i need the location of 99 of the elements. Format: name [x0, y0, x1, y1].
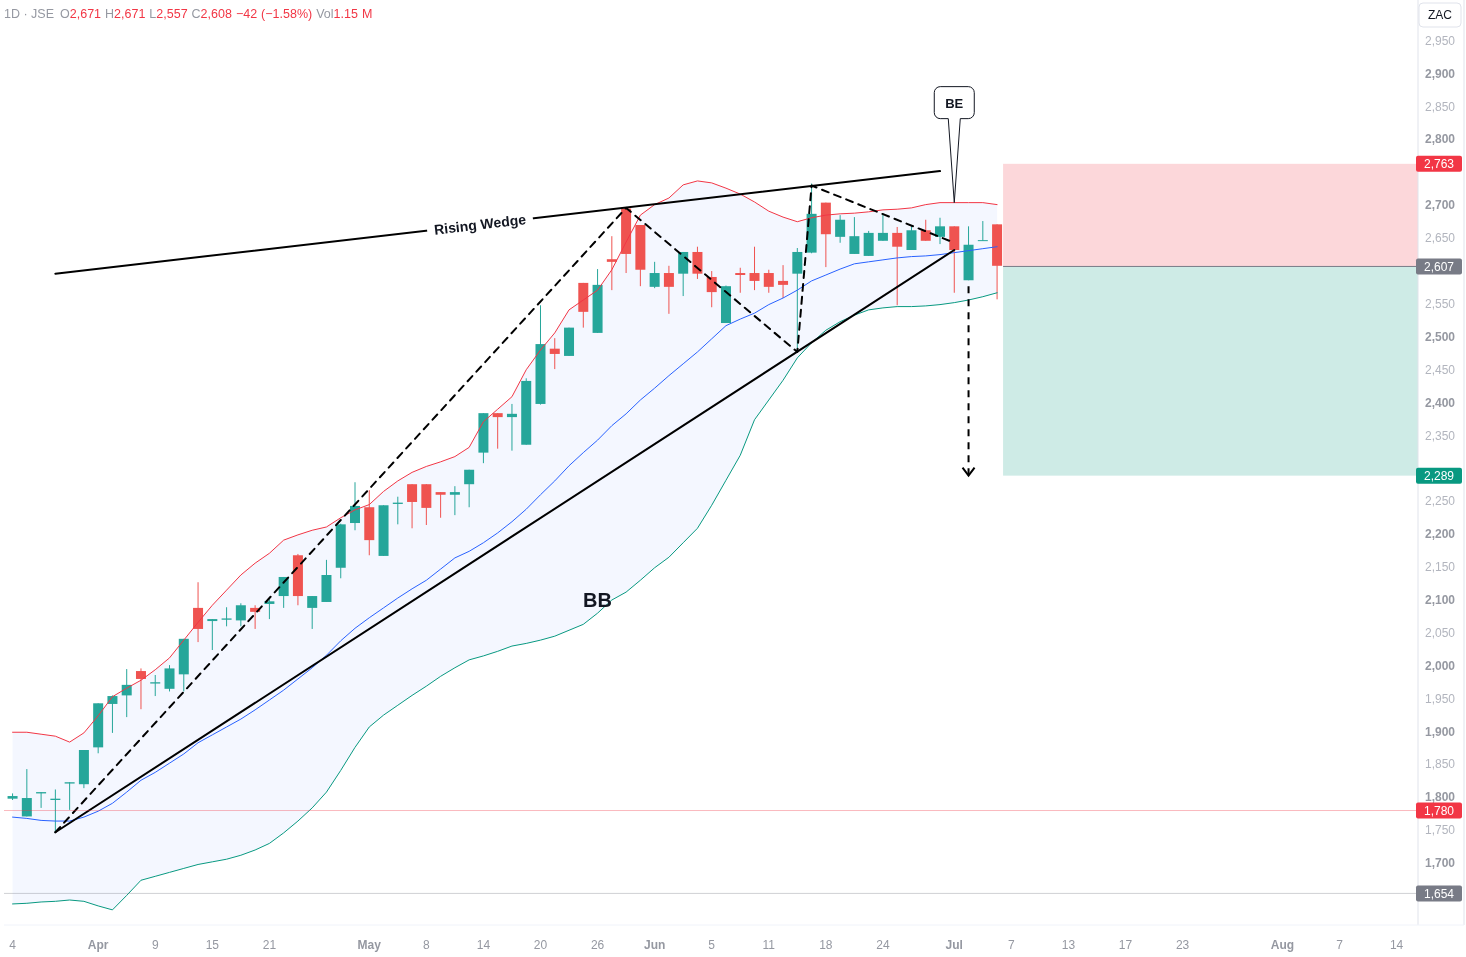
line-series [12, 292, 998, 911]
y-tick-label: 2,500 [1424, 329, 1456, 344]
candlestick [949, 225, 960, 294]
x-tick-label: 26 [590, 938, 605, 952]
x-tick-label: 8 [423, 938, 430, 952]
candlestick [264, 598, 275, 620]
y-tick-label: 2,200 [1424, 527, 1456, 542]
y-tick-label: 2,400 [1424, 395, 1456, 410]
candlestick [207, 618, 218, 651]
candlestick [977, 220, 988, 242]
x-tick-label: 14 [1389, 938, 1404, 952]
y-tick-label: 2,050 [1424, 625, 1456, 640]
x-tick-label: 9 [151, 938, 159, 952]
candlestick [464, 469, 475, 508]
candlestick [193, 581, 204, 643]
x-tick-label: 17 [1118, 938, 1133, 952]
y-tick-label: 2,850 [1424, 99, 1456, 114]
candlestick [135, 667, 146, 710]
text: 1D · JSE [4, 7, 55, 21]
candlestick [735, 267, 746, 294]
y-tick-label: 1,700 [1424, 856, 1456, 871]
x-tick-label: 5 [708, 938, 716, 952]
x-tick-label: 24 [876, 938, 890, 952]
y-tick-label: 2,550 [1424, 296, 1456, 311]
x-tick-label: 7 [1008, 938, 1016, 952]
candlestick [307, 595, 318, 630]
candlestick [863, 230, 874, 257]
candlestick [906, 224, 917, 251]
x-tick-label: May [357, 938, 382, 952]
candlestick [449, 485, 460, 516]
ref-line-label: 1,780 [1423, 804, 1455, 819]
x-tick-label: 23 [1175, 938, 1190, 952]
x-tick-label: 18 [819, 938, 833, 952]
candlestick [849, 216, 860, 255]
y-tick-label: 2,900 [1424, 66, 1456, 81]
x-tick-label: 11 [762, 938, 776, 952]
y-tick-label: 2,800 [1424, 132, 1456, 147]
candlestick [506, 403, 517, 452]
x-tick-label: Aug [1270, 938, 1295, 952]
candlestick [692, 246, 703, 280]
candlestick [678, 251, 689, 297]
x-tick-label: Jun [643, 938, 666, 952]
candlestick [350, 481, 360, 531]
candlestick [235, 602, 246, 627]
candlestick [492, 412, 503, 450]
candlestick [706, 270, 717, 308]
y-axis-title: ZAC [1428, 8, 1453, 22]
text: O2,671 H2,671 L2,557 C2,608 −42 (−1.58%) Vol1.15 M [60, 7, 373, 21]
annotation: BE [945, 95, 964, 111]
x-tick-label: 21 [262, 938, 277, 952]
candlestick [164, 664, 175, 692]
band-label: 2,763 [1423, 157, 1455, 172]
candlestick [935, 217, 946, 245]
x-tick-label: Apr [87, 938, 109, 952]
y-tick-label: 1,850 [1424, 757, 1456, 772]
candlestick [877, 212, 888, 242]
y-tick-label: 2,100 [1424, 593, 1456, 607]
candlestick [64, 781, 75, 811]
candlestick [221, 606, 232, 627]
candlestick [435, 491, 446, 519]
annotation: Rising Wedge [433, 211, 527, 238]
y-tick-label: 2,000 [1424, 658, 1456, 673]
x-tick-label: 13 [1061, 938, 1076, 952]
candlestick [21, 768, 32, 817]
annotation: BB [583, 589, 613, 612]
candlestick [549, 337, 560, 370]
candlestick [920, 219, 931, 242]
y-tick-label: 1,750 [1424, 823, 1456, 838]
y-tick-label: 1,800 [1424, 790, 1456, 805]
y-tick-label: 2,350 [1424, 428, 1456, 443]
candlestick [150, 674, 161, 697]
x-tick-label: 4 [9, 938, 17, 952]
candlestick [835, 214, 846, 244]
x-tick-label: 15 [205, 938, 220, 952]
candlestick [763, 269, 774, 294]
candlestick [421, 483, 432, 526]
candlestick [749, 246, 760, 291]
candlestick [778, 264, 789, 299]
y-tick-label: 2,150 [1424, 560, 1456, 575]
candlestick [663, 265, 674, 315]
candlestick [649, 261, 660, 289]
y-tick-label: 1,950 [1424, 691, 1456, 706]
band-label: 2,289 [1423, 469, 1455, 484]
ref-line-label: 1,654 [1423, 886, 1455, 901]
x-tick-label: 14 [476, 938, 491, 952]
line-series [12, 180, 998, 743]
candlestick [407, 483, 418, 529]
x-tick-label: 20 [533, 938, 548, 952]
x-tick-label: 7 [1336, 938, 1344, 952]
y-tick-label: 2,650 [1424, 231, 1456, 246]
y-tick-label: 2,950 [1424, 33, 1456, 48]
candlestick [606, 235, 617, 291]
candlestick [892, 226, 903, 306]
y-tick-label: 2,450 [1424, 362, 1456, 377]
y-tick-label: 2,700 [1424, 198, 1456, 213]
y-tick-label: 1,900 [1424, 724, 1456, 739]
y-tick-label: 2,250 [1424, 494, 1456, 509]
ref-line-label: 2,607 [1423, 259, 1455, 274]
x-tick-label: Jul [945, 938, 963, 952]
